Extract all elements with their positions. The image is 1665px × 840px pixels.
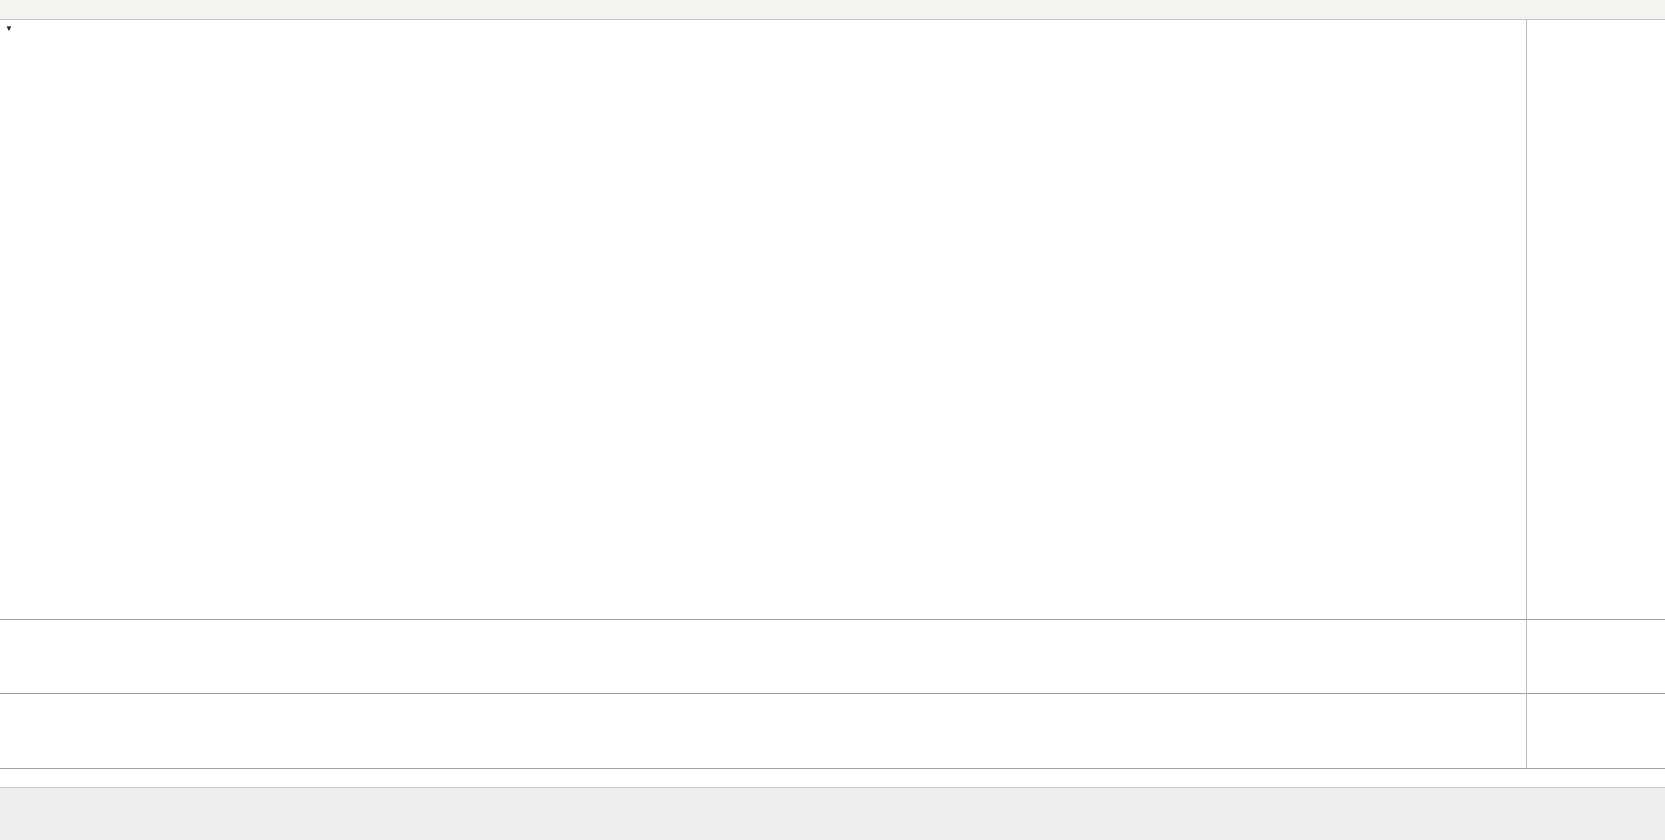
price-scale-divider (1526, 20, 1527, 768)
ohlc-readout: ▼ (5, 24, 25, 33)
price-scale[interactable] (1527, 20, 1665, 768)
chart-window: ▼ (0, 20, 1665, 840)
one-click-trading-toggle[interactable]: ▼ (5, 24, 13, 33)
main-chart[interactable] (0, 20, 1665, 619)
rsi-panel[interactable] (0, 694, 1665, 768)
panel-separator[interactable] (0, 693, 1665, 694)
time-axis[interactable] (0, 769, 1665, 787)
panel-separator[interactable] (0, 768, 1665, 769)
toolbar (0, 0, 1665, 20)
panel-separator[interactable] (0, 619, 1665, 620)
window-bottom-area (0, 787, 1665, 840)
macd-panel[interactable] (0, 620, 1665, 693)
